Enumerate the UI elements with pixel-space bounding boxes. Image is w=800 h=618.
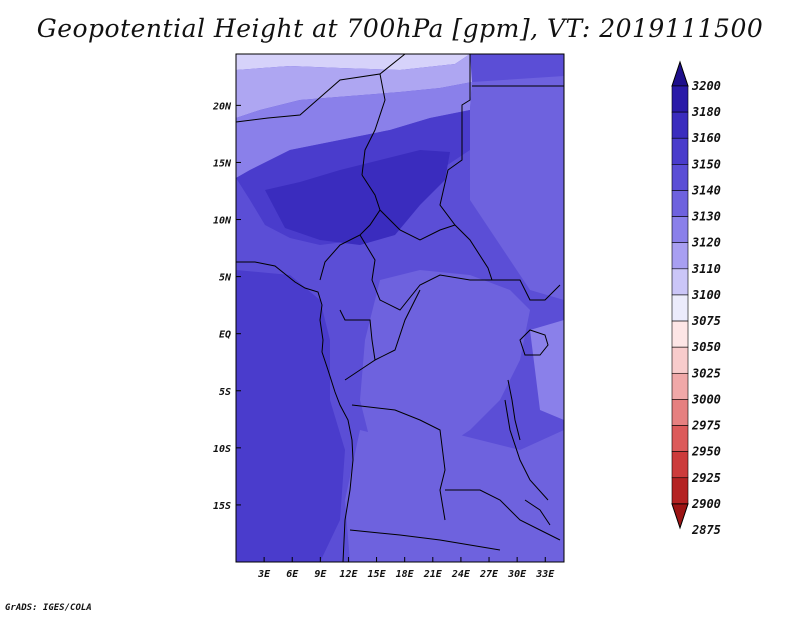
colorbar-swatch xyxy=(671,399,689,426)
field-band-deep-west xyxy=(236,270,345,562)
chart-title: Geopotential Height at 700hPa [gpm], VT:… xyxy=(36,14,764,43)
border-central-3 xyxy=(359,234,492,311)
colorbar-swatch xyxy=(671,294,689,322)
lat-tick-label: 5S xyxy=(219,387,231,398)
colorbar-bottom-arrow xyxy=(671,503,689,530)
colorbar-level-label: 3075 xyxy=(691,314,721,328)
colorbar-swatch xyxy=(671,164,689,191)
lat-tick-label: 10N xyxy=(213,216,232,227)
colorbar-level-label: 3180 xyxy=(691,105,721,119)
lat-tick-label: EQ xyxy=(219,330,231,341)
border-south-2 xyxy=(445,489,561,541)
colorbar-swatch xyxy=(671,477,689,505)
colorbar-level-label: 3050 xyxy=(691,340,721,354)
field-band-lightest xyxy=(236,54,470,70)
lon-tick-label: 21E xyxy=(423,569,443,580)
colorbar-level-label: 3110 xyxy=(691,262,721,276)
country-borders xyxy=(236,54,564,562)
colorbar-swatch xyxy=(671,372,689,400)
lake-victoria xyxy=(519,329,549,356)
grads-credit: GrADS: IGES/COLA xyxy=(5,603,92,613)
colorbar-level-label: 3120 xyxy=(691,236,721,250)
colorbar-level-label: 3160 xyxy=(691,131,721,145)
lon-tick-label: 3E xyxy=(257,569,271,580)
colorbar-level-label: 3100 xyxy=(691,288,721,302)
border-congo xyxy=(374,289,421,361)
lon-tick-label: 6E xyxy=(286,569,299,580)
colorbar-swatch xyxy=(671,190,689,217)
colorbar-level-label: 2975 xyxy=(691,419,721,433)
border-central-4 xyxy=(339,309,376,381)
coastline-west xyxy=(236,261,354,562)
colorbar-level-label: 2925 xyxy=(691,471,721,485)
lat-tick-label: 15N xyxy=(213,158,232,169)
lon-tick-label: 12E xyxy=(339,569,358,580)
border-north-2 xyxy=(379,54,406,75)
colorbar-level-label: 3140 xyxy=(691,183,721,197)
colorbar-level-label: 3130 xyxy=(691,210,721,224)
colorbar-swatch xyxy=(671,111,689,139)
lon-tick-label: 27E xyxy=(479,569,499,580)
colorbar-level-label: 3000 xyxy=(691,392,721,406)
field-band-light xyxy=(236,82,472,178)
lon-tick-label: 15E xyxy=(368,569,387,580)
lon-tick-label: 9E xyxy=(314,569,327,580)
plot-frame xyxy=(235,53,565,563)
field-band-higher xyxy=(265,150,450,245)
lake-tanganyika xyxy=(507,379,521,441)
colorbar-swatch xyxy=(671,268,689,296)
field-band-light-east xyxy=(530,320,564,420)
colorbar-swatch xyxy=(671,320,689,348)
lat-tick-label: 5N xyxy=(219,273,232,284)
border-central-2 xyxy=(379,209,456,241)
lon-axis: 3E 6E 9E 12E 15E 18E 21E 24E 27E 30E 33E xyxy=(257,557,555,580)
colorbar-level-label: 2900 xyxy=(691,497,721,511)
colorbar: 3200 3180 3160 3150 3140 3130 3120 3110 3100 3075… xyxy=(671,60,721,537)
field-band-mid-ne xyxy=(470,76,564,300)
colorbar-swatch xyxy=(671,242,689,270)
colorbar-swatch xyxy=(671,137,689,165)
border-south-3 xyxy=(349,529,501,551)
lon-tick-label: 18E xyxy=(396,569,415,580)
border-south-1 xyxy=(351,404,446,521)
border-north-3 xyxy=(439,54,493,281)
lat-axis: 20N 15N 10N 5N EQ 5S 10S 15S xyxy=(212,101,241,512)
border-east-2 xyxy=(492,279,561,301)
lon-tick-label: 33E xyxy=(535,569,555,580)
colorbar-swatch xyxy=(671,346,689,374)
lat-tick-label: 15S xyxy=(213,501,231,512)
colorbar-level-label: 2950 xyxy=(691,445,721,459)
lake-malawi xyxy=(524,499,551,526)
colorbar-swatch xyxy=(671,216,689,244)
lon-tick-label: 30E xyxy=(507,569,527,580)
field-band-mid-south xyxy=(345,430,564,562)
field-band-lighter xyxy=(236,54,472,118)
colorbar-swatch xyxy=(671,451,689,479)
lon-tick-label: 24E xyxy=(451,569,471,580)
border-central-1 xyxy=(319,174,381,281)
colorbar-level-label: 3150 xyxy=(691,157,721,171)
colorbar-level-label: 3200 xyxy=(691,79,721,93)
colorbar-level-label: 3025 xyxy=(691,366,721,380)
height-field xyxy=(236,54,564,562)
colorbar-level-label: 2875 xyxy=(691,523,721,537)
lat-tick-label: 20N xyxy=(212,101,232,112)
lat-tick-label: 10S xyxy=(213,444,231,455)
colorbar-swatch xyxy=(671,425,689,452)
colorbar-swatch xyxy=(671,85,689,113)
border-east-3 xyxy=(504,399,549,501)
colorbar-top-arrow xyxy=(671,60,689,87)
